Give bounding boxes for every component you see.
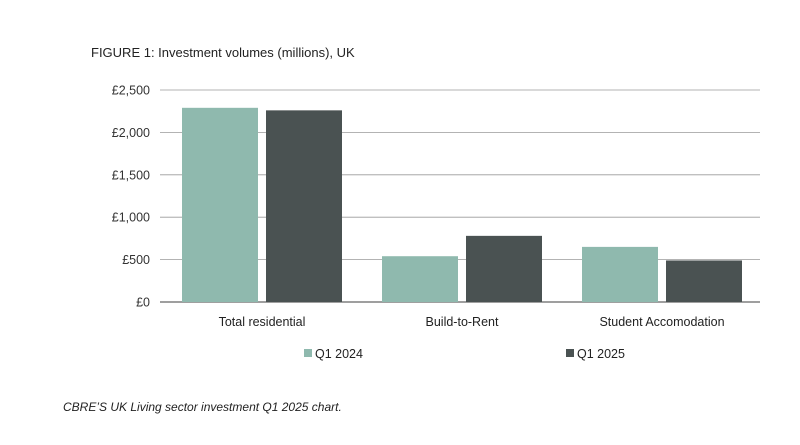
bar-q1-2024 — [582, 246, 658, 302]
figure-caption: CBRE’S UK Living sector investment Q1 20… — [63, 400, 342, 414]
x-category-label: Student Accomodation — [599, 315, 724, 329]
bar-q1-2025 — [666, 260, 742, 302]
legend-swatch — [304, 349, 312, 357]
y-tick-label: £1,500 — [112, 168, 150, 182]
y-tick-label: £1,000 — [112, 211, 150, 225]
legend: Q1 2024 Q1 2025 — [304, 347, 625, 361]
legend-swatch — [566, 349, 574, 357]
y-axis-tick-labels: £0 £500 £1,000 £1,500 £2,000 £2,500 — [112, 84, 150, 310]
gridlines — [160, 89, 760, 303]
bar-q1-2024 — [182, 107, 258, 302]
x-category-label: Total residential — [219, 315, 306, 329]
y-tick-label: £0 — [136, 296, 150, 310]
y-tick-label: £500 — [122, 253, 150, 267]
x-category-label: Build-to-Rent — [426, 315, 499, 329]
bars — [182, 107, 742, 303]
bar-q1-2025 — [466, 235, 542, 302]
y-tick-label: £2,500 — [112, 84, 150, 98]
x-axis-category-labels: Total residential Build-to-Rent Student Ac… — [219, 315, 725, 329]
legend-label: Q1 2024 — [315, 347, 363, 361]
y-tick-label: £2,000 — [112, 126, 150, 140]
bar-q1-2024 — [382, 256, 458, 302]
bar-q1-2025 — [266, 110, 342, 303]
chart-title: FIGURE 1: Investment volumes (millions),… — [91, 45, 355, 60]
legend-label: Q1 2025 — [577, 347, 625, 361]
